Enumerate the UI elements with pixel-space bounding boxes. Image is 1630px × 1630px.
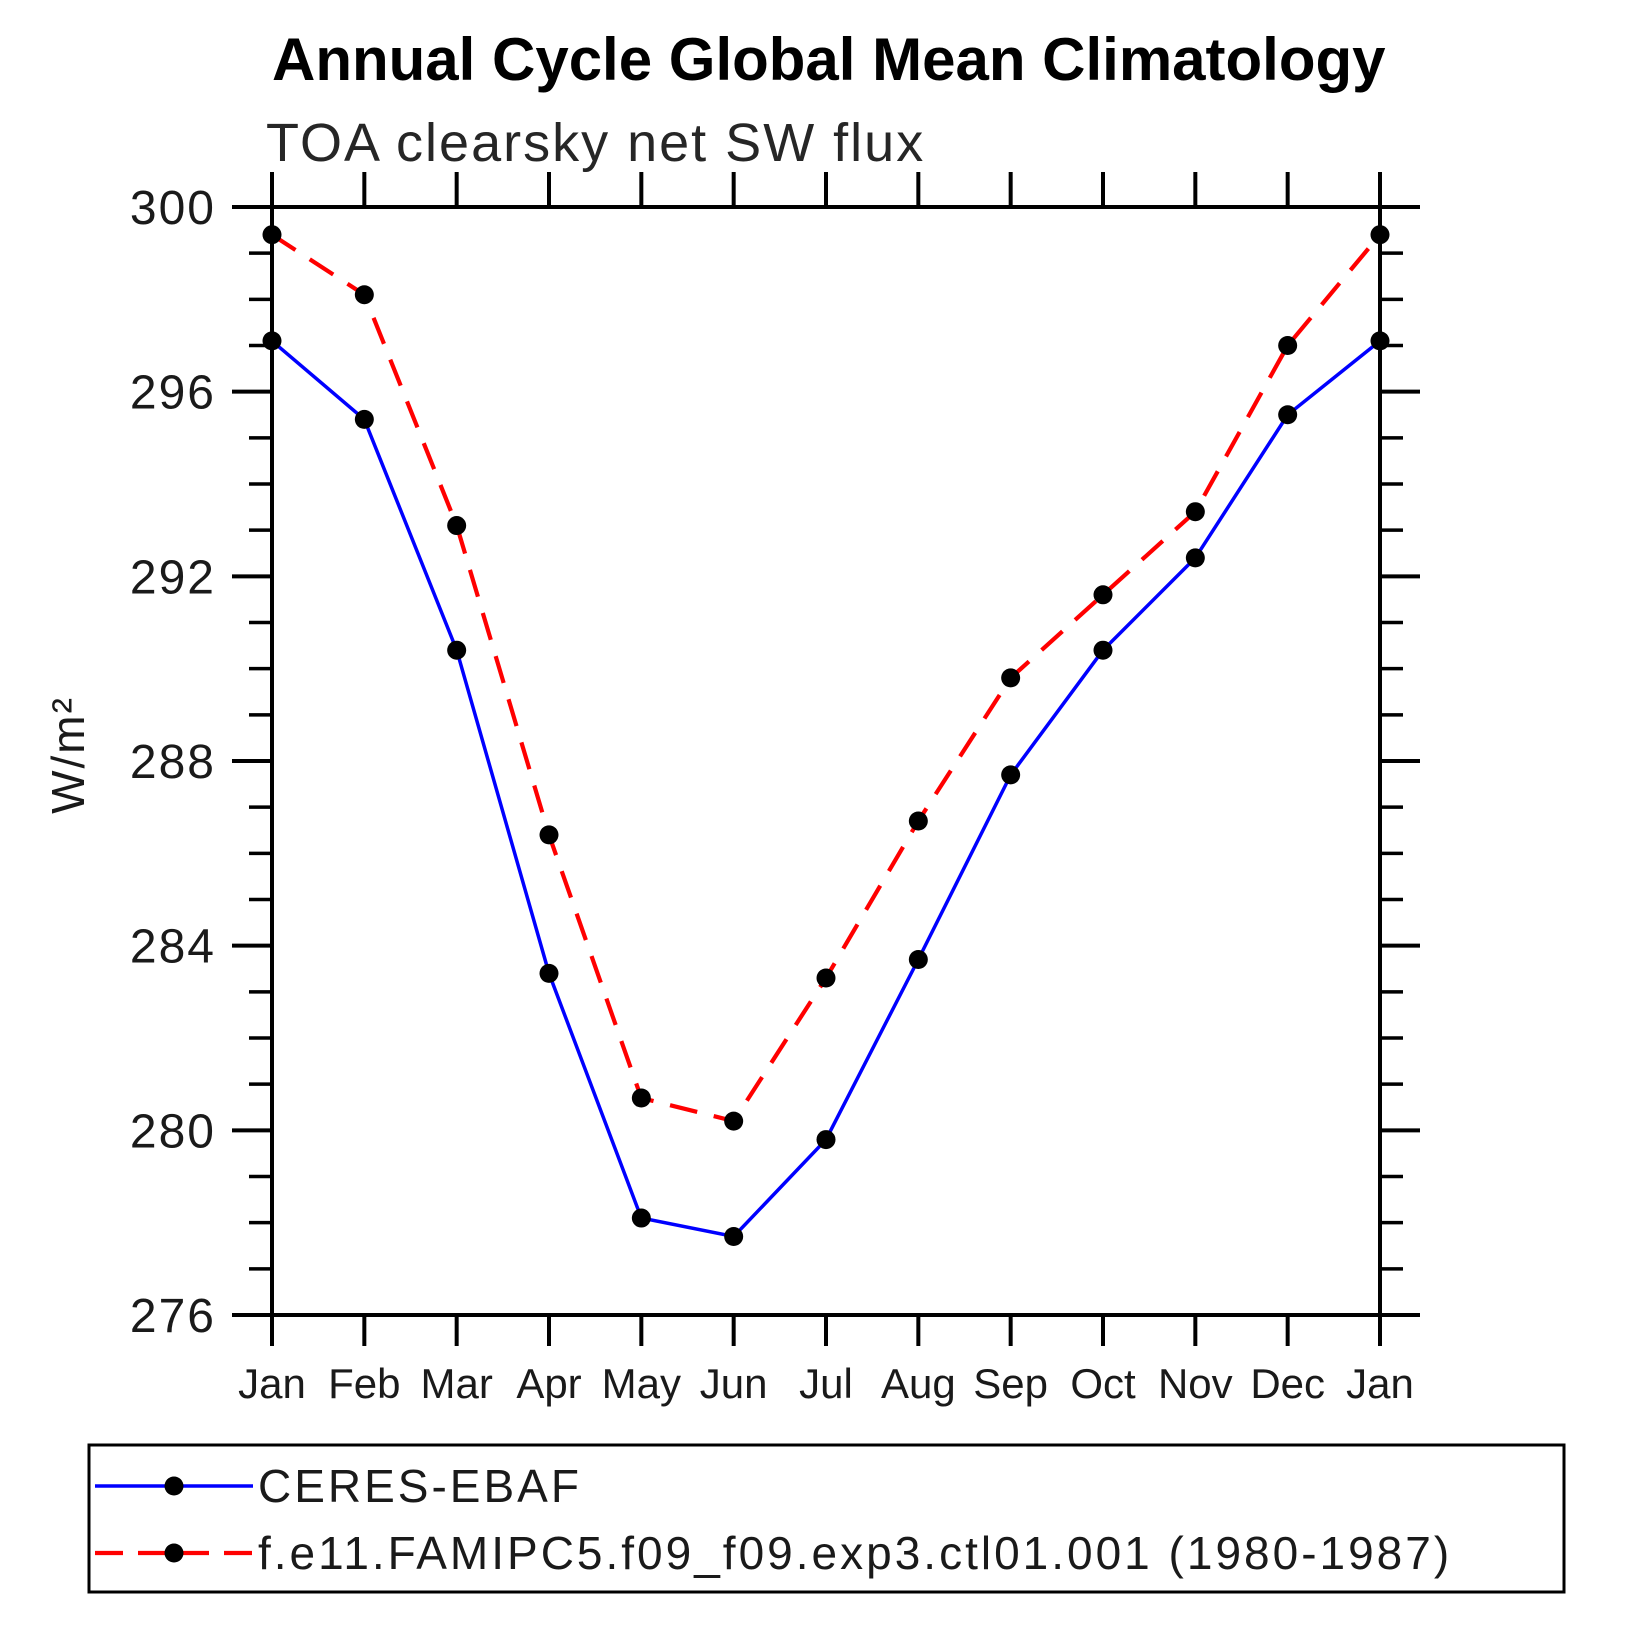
series-1-data-point-marker	[354, 285, 374, 305]
y-tick-label: 296	[130, 367, 216, 420]
series-0-data-point-marker	[354, 409, 374, 429]
series-0-data-point-marker	[539, 963, 559, 983]
y-tick-label: 276	[130, 1290, 216, 1343]
series-0-data-point-marker	[262, 331, 282, 351]
series-0-data-point-marker	[908, 950, 928, 970]
chart-subtitle: TOA clearsky net SW flux	[266, 113, 926, 173]
x-tick-label: Apr	[516, 1360, 581, 1407]
series-1-data-point-marker	[724, 1111, 744, 1131]
x-tick-label: Dec	[1250, 1360, 1325, 1407]
y-axis-label: W/m²	[42, 696, 94, 814]
series-0-data-point-marker	[631, 1208, 651, 1228]
series-0-data-point-marker	[1001, 765, 1021, 785]
x-tick-label: Mar	[420, 1360, 492, 1407]
series-1-data-point-marker	[262, 225, 282, 245]
series-1-data-point-marker	[1370, 225, 1390, 245]
legend-marker-0	[164, 1476, 184, 1496]
x-tick-label: May	[602, 1360, 681, 1407]
series-1-data-point-marker	[1001, 668, 1021, 688]
y-tick-label: 288	[130, 736, 216, 789]
y-tick-label: 300	[130, 182, 216, 235]
legend-label-0: CERES-EBAF	[258, 1460, 582, 1512]
legend-box	[87, 1443, 1566, 1594]
legend-marker-1	[164, 1543, 184, 1563]
y-tick-label: 284	[130, 921, 216, 974]
series-1-data-point-marker	[908, 811, 928, 831]
series-0-data-point-marker	[447, 640, 467, 660]
series-0-data-point-marker	[1370, 331, 1390, 351]
series-0-data-point-marker	[816, 1130, 836, 1150]
series-0-data-point-marker	[1278, 405, 1298, 425]
x-tick-label: Sep	[973, 1360, 1048, 1407]
y-tick-label: 280	[130, 1105, 216, 1158]
x-tick-label: Jan	[1346, 1360, 1414, 1407]
series-1-data-point-marker	[631, 1088, 651, 1108]
series-0-data-point-marker	[1093, 640, 1113, 660]
x-tick-label: Nov	[1158, 1360, 1233, 1407]
x-tick-label: Jan	[238, 1360, 306, 1407]
chart-title: Annual Cycle Global Mean Climatology	[272, 26, 1386, 93]
series-1-data-point-marker	[539, 825, 559, 845]
x-tick-label: Oct	[1070, 1360, 1136, 1407]
plot-frame	[270, 205, 1382, 1317]
series-0-data-point-marker	[1185, 548, 1205, 568]
x-tick-label: Jul	[799, 1360, 853, 1407]
series-1-data-point-marker	[816, 968, 836, 988]
x-tick-label: Feb	[328, 1360, 400, 1407]
series-1-data-point-marker	[1278, 336, 1298, 355]
legend-label-1: f.e11.FAMIPC5.f09_f09.exp3.ctl01.001 (19…	[258, 1527, 1452, 1579]
x-tick-label: Aug	[881, 1360, 956, 1407]
series-1-data-point-marker	[1185, 502, 1205, 522]
y-tick-label: 292	[130, 551, 216, 604]
series-0-data-point-marker	[724, 1227, 744, 1247]
x-tick-label: Jun	[700, 1360, 768, 1407]
series-line-1	[270, 232, 1382, 1124]
series-1-data-point-marker	[1093, 585, 1113, 605]
series-1-data-point-marker	[447, 516, 467, 536]
